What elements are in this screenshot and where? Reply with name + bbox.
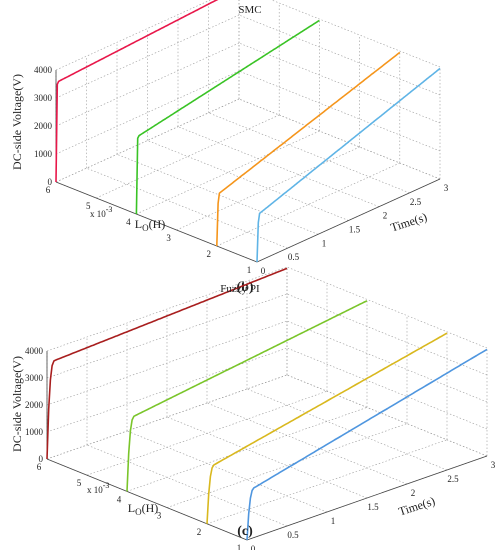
- z-tick-label: 0: [48, 177, 53, 187]
- grid-line: [246, 388, 448, 471]
- x-tick-label: 0: [251, 544, 256, 550]
- y-tick-label: 1: [247, 265, 252, 275]
- grid-line: [270, 0, 441, 68]
- x-tick-label: 3: [444, 183, 449, 193]
- grid-line: [286, 374, 488, 457]
- z-tick-label: 2000: [34, 121, 53, 131]
- y-tick-label: 2: [207, 249, 212, 259]
- grid-line: [116, 154, 319, 235]
- z-tick-label: 1000: [25, 427, 44, 437]
- grid-line: [286, 347, 488, 430]
- y-tick-label: 5: [77, 478, 82, 488]
- x-axis-label: Time(s): [389, 210, 429, 235]
- y-axis-line: [46, 458, 248, 541]
- y-tick-label: 5: [86, 201, 91, 211]
- x-axis-line: [256, 178, 441, 263]
- x-tick-label: 3: [491, 460, 496, 470]
- y-axis-label: LO(H): [128, 501, 159, 517]
- series-line-L4: [135, 19, 320, 215]
- y-tick-label: 3: [166, 233, 171, 243]
- y-tick-label: 3: [157, 511, 162, 521]
- grid-line: [166, 423, 408, 508]
- grid-line: [206, 402, 408, 485]
- x-tick-label: 1.5: [349, 225, 361, 235]
- x-axis-label: Time(s): [397, 494, 437, 519]
- series-line-L1: [246, 348, 488, 541]
- x-tick-label: 0.5: [288, 252, 300, 262]
- grid-line: [177, 126, 380, 207]
- x-tick-label: 2: [383, 211, 388, 221]
- grid-line: [286, 320, 488, 403]
- grid-line: [96, 114, 280, 199]
- series-line-L6: [46, 267, 288, 460]
- z-tick-label: 4000: [34, 65, 53, 75]
- x-tick-label: 2: [411, 488, 416, 498]
- z-tick-label: 3000: [34, 93, 53, 103]
- chart-panel-fuzzy-pi: 0100020003000400012345600.511.522.53Fuzz…: [10, 266, 496, 550]
- grid-line: [147, 140, 349, 221]
- grid-line: [286, 266, 488, 349]
- chart-panel-smc: 0100020003000400012345600.511.522.53SMCD…: [10, 0, 449, 295]
- z-tick-label: 4000: [25, 346, 44, 356]
- z-tick-label: 1000: [34, 149, 53, 159]
- y-tick-label: 4: [117, 494, 122, 504]
- grid-line: [238, 42, 441, 124]
- chart-title: SMC: [238, 4, 261, 16]
- grid-line: [238, 70, 441, 152]
- grid-line: [238, 98, 441, 180]
- x-tick-label: 0: [261, 266, 266, 276]
- y-tick-label: 4: [126, 217, 131, 227]
- x-axis-line: [246, 455, 488, 541]
- y-multiplier-label: x 10-3: [87, 481, 109, 495]
- grid-line: [86, 390, 328, 476]
- x-tick-label: 1: [322, 238, 327, 248]
- series-line-L1: [256, 67, 441, 263]
- y-tick-label: 6: [37, 462, 42, 472]
- x-tick-label: 0.5: [287, 530, 299, 540]
- z-tick-label: 2000: [25, 400, 44, 410]
- grid-line: [286, 293, 488, 376]
- y-tick-label: 6: [46, 185, 51, 195]
- y-tick-label: 1: [237, 543, 242, 550]
- z-tick-label: 0: [39, 454, 44, 464]
- grid-line: [46, 320, 288, 406]
- panel-caption: (c): [237, 524, 253, 539]
- chart-title: Fuzzy PI: [220, 283, 260, 295]
- y-axis-line: [55, 181, 258, 263]
- grid-line: [126, 407, 368, 492]
- grid-line: [176, 146, 360, 231]
- grid-line: [86, 167, 288, 249]
- grid-line: [46, 293, 288, 379]
- grid-line: [206, 439, 448, 525]
- x-tick-label: 2.5: [447, 474, 459, 484]
- z-tick-label: 3000: [25, 373, 44, 383]
- x-tick-label: 1.5: [367, 502, 379, 512]
- series-line-L2: [206, 332, 448, 524]
- x-tick-label: 1: [331, 516, 336, 526]
- series-line-L4: [126, 300, 368, 492]
- y-multiplier-label: x 10-3: [90, 205, 112, 219]
- grid-line: [46, 266, 288, 352]
- grid-line: [46, 374, 288, 460]
- grid-line: [166, 416, 368, 499]
- grid-line: [46, 347, 288, 433]
- grid-line: [238, 14, 441, 96]
- series-line-L2: [216, 51, 401, 247]
- grid-line: [126, 430, 328, 513]
- grid-line: [86, 444, 288, 527]
- grid-line: [208, 112, 410, 194]
- y-axis-label: LO(H): [135, 217, 166, 233]
- series-line-L6: [55, 0, 219, 183]
- z-axis-label: DC-side Voltage(V): [10, 356, 24, 452]
- x-tick-label: 2.5: [410, 197, 422, 207]
- y-tick-label: 2: [197, 527, 202, 537]
- z-axis-label: DC-side Voltage(V): [10, 74, 24, 170]
